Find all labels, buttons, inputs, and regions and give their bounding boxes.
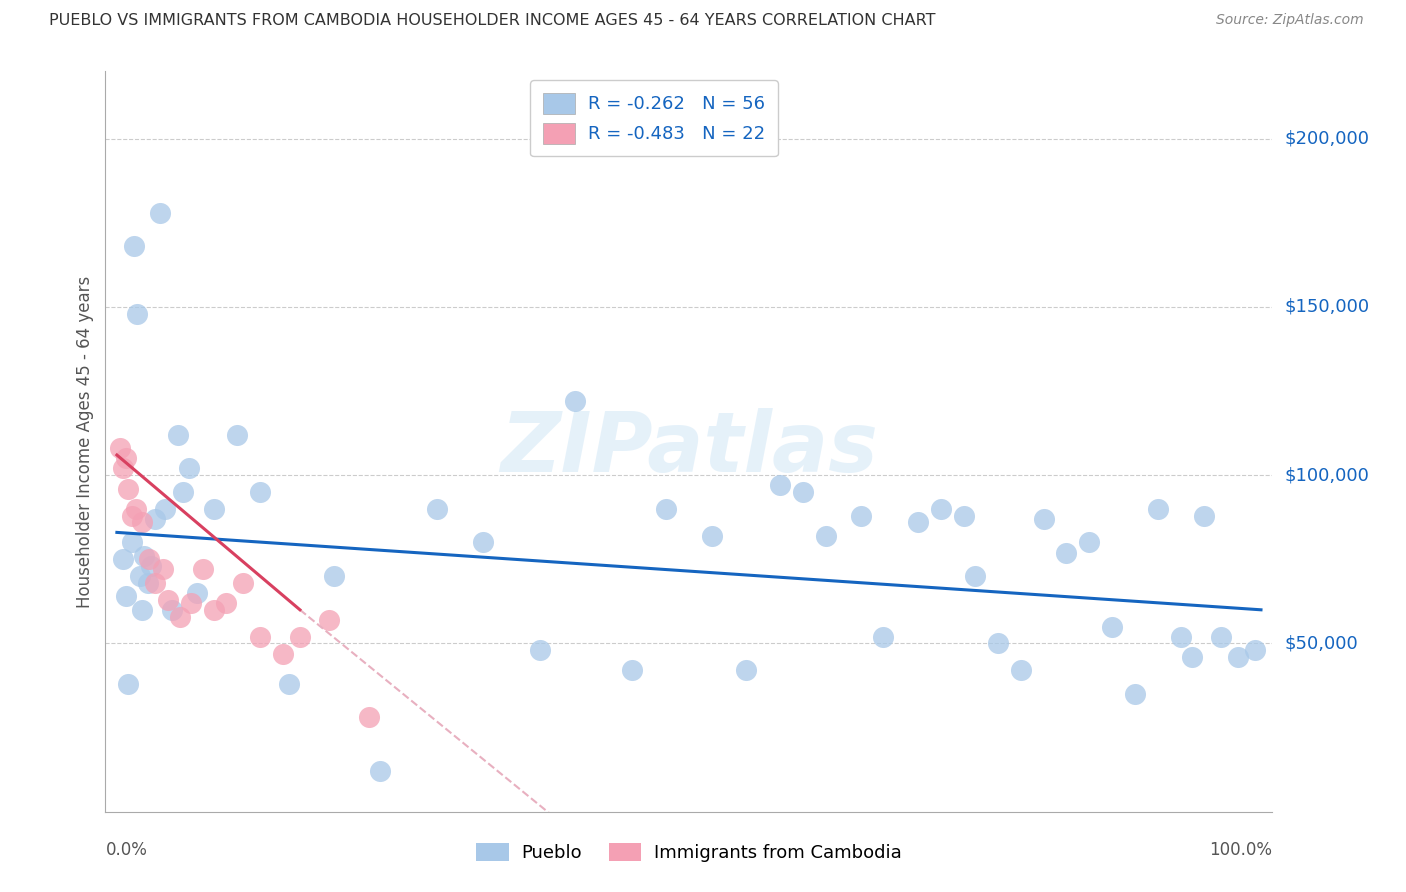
Point bbox=[226, 427, 249, 442]
Point bbox=[271, 647, 294, 661]
Point bbox=[529, 643, 551, 657]
Point bbox=[1170, 630, 1192, 644]
Point bbox=[872, 630, 894, 644]
Point bbox=[1056, 546, 1078, 560]
Point bbox=[849, 508, 872, 523]
Point bbox=[1209, 630, 1232, 644]
Point bbox=[472, 535, 495, 549]
Point bbox=[1227, 649, 1250, 664]
Point bbox=[1101, 619, 1123, 633]
Point bbox=[172, 485, 194, 500]
Text: Source: ZipAtlas.com: Source: ZipAtlas.com bbox=[1216, 13, 1364, 28]
Text: $200,000: $200,000 bbox=[1284, 129, 1369, 148]
Point bbox=[166, 427, 188, 442]
Point bbox=[117, 677, 139, 691]
Point bbox=[214, 596, 236, 610]
Point bbox=[735, 664, 758, 678]
Point bbox=[143, 575, 166, 590]
Point bbox=[426, 501, 449, 516]
Text: $150,000: $150,000 bbox=[1284, 298, 1369, 316]
Point bbox=[122, 239, 145, 253]
Text: 0.0%: 0.0% bbox=[105, 841, 148, 859]
Point bbox=[318, 613, 340, 627]
Text: 100.0%: 100.0% bbox=[1209, 841, 1272, 859]
Point bbox=[160, 603, 183, 617]
Point bbox=[792, 485, 814, 500]
Point bbox=[815, 529, 838, 543]
Point bbox=[136, 575, 159, 590]
Point bbox=[700, 529, 723, 543]
Text: $50,000: $50,000 bbox=[1284, 634, 1358, 652]
Point bbox=[149, 205, 172, 219]
Point bbox=[564, 394, 586, 409]
Text: ZIPatlas: ZIPatlas bbox=[501, 408, 877, 489]
Point bbox=[288, 630, 311, 644]
Point bbox=[115, 451, 138, 466]
Point bbox=[128, 569, 150, 583]
Point bbox=[143, 512, 166, 526]
Point bbox=[907, 516, 929, 530]
Point bbox=[202, 603, 225, 617]
Point bbox=[368, 764, 391, 779]
Point bbox=[111, 461, 134, 475]
Text: PUEBLO VS IMMIGRANTS FROM CAMBODIA HOUSEHOLDER INCOME AGES 45 - 64 YEARS CORRELA: PUEBLO VS IMMIGRANTS FROM CAMBODIA HOUSE… bbox=[49, 13, 936, 29]
Point bbox=[169, 609, 191, 624]
Point bbox=[929, 501, 952, 516]
Point bbox=[191, 562, 214, 576]
Point bbox=[1192, 508, 1215, 523]
Point bbox=[202, 501, 225, 516]
Point bbox=[1147, 501, 1170, 516]
Point bbox=[952, 508, 974, 523]
Point bbox=[987, 636, 1010, 650]
Point bbox=[121, 508, 143, 523]
Point bbox=[1010, 664, 1032, 678]
Point bbox=[111, 552, 134, 566]
Point bbox=[769, 478, 792, 492]
Point bbox=[1078, 535, 1101, 549]
Point bbox=[110, 442, 132, 456]
Point bbox=[655, 501, 678, 516]
Point bbox=[138, 552, 160, 566]
Point bbox=[277, 677, 299, 691]
Point bbox=[1032, 512, 1054, 526]
Legend: Pueblo, Immigrants from Cambodia: Pueblo, Immigrants from Cambodia bbox=[468, 836, 910, 870]
Point bbox=[232, 575, 254, 590]
Point bbox=[963, 569, 986, 583]
Point bbox=[180, 596, 202, 610]
Point bbox=[249, 630, 271, 644]
Point bbox=[1181, 649, 1204, 664]
Point bbox=[121, 535, 143, 549]
Point bbox=[620, 664, 643, 678]
Point bbox=[134, 549, 156, 563]
Point bbox=[115, 590, 138, 604]
Point bbox=[131, 603, 153, 617]
Point bbox=[186, 586, 208, 600]
Point bbox=[1244, 643, 1267, 657]
Point bbox=[153, 501, 176, 516]
Point bbox=[177, 461, 200, 475]
Text: $100,000: $100,000 bbox=[1284, 467, 1369, 484]
Point bbox=[117, 482, 139, 496]
Point bbox=[157, 592, 180, 607]
Point bbox=[357, 710, 380, 724]
Point bbox=[249, 485, 271, 500]
Y-axis label: Householder Income Ages 45 - 64 years: Householder Income Ages 45 - 64 years bbox=[76, 276, 94, 607]
Point bbox=[323, 569, 346, 583]
Point bbox=[1123, 687, 1146, 701]
Point bbox=[141, 559, 163, 574]
Point bbox=[125, 501, 148, 516]
Point bbox=[131, 516, 153, 530]
Point bbox=[152, 562, 174, 576]
Point bbox=[127, 307, 149, 321]
